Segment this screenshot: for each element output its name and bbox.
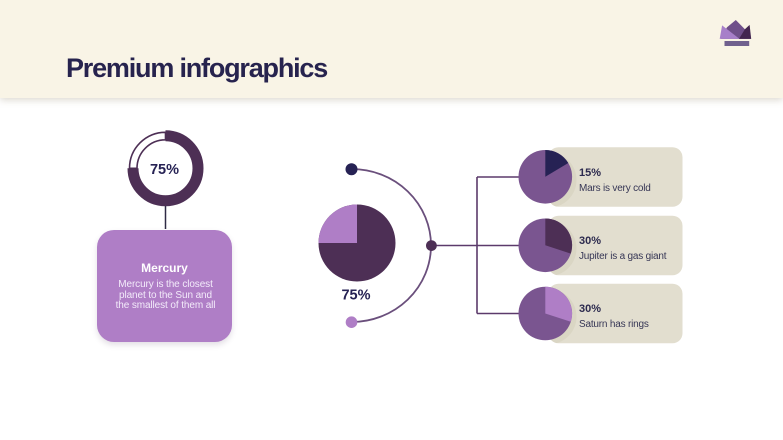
svg-text:75%: 75% (341, 288, 370, 304)
svg-text:75%: 75% (150, 162, 179, 178)
